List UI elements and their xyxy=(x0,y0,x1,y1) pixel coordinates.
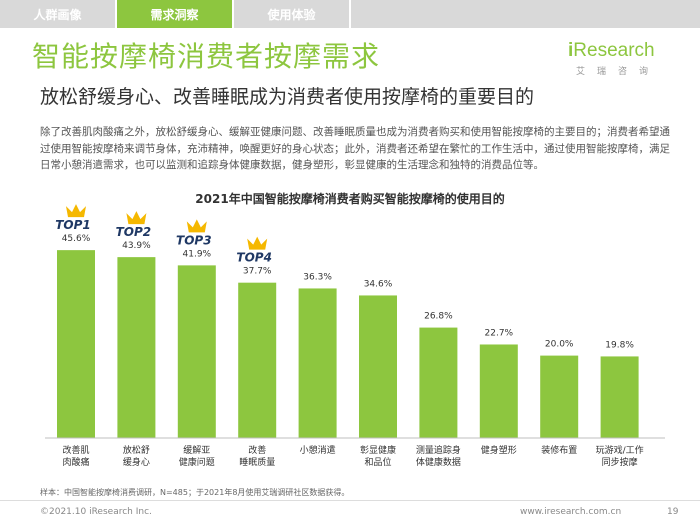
top-rank-label: TOP1 xyxy=(55,218,91,232)
value-label: 20.0% xyxy=(545,340,574,350)
page-title: 智能按摩椅消费者按摩需求 xyxy=(32,40,381,73)
value-label: 43.9% xyxy=(122,241,151,251)
website: www.iresearch.com.cn xyxy=(520,507,622,517)
logo-brand-rest: Research xyxy=(573,40,655,61)
top-rank-label: TOP2 xyxy=(116,225,152,239)
category-label: 彰显健康 xyxy=(360,444,396,456)
footer-divider xyxy=(0,500,700,501)
category-label: 健康问题 xyxy=(179,456,215,468)
category-label: 肉酸痛 xyxy=(62,456,89,468)
value-label: 36.3% xyxy=(303,272,332,282)
bar xyxy=(419,327,458,438)
value-label: 45.6% xyxy=(62,234,91,244)
bar xyxy=(298,288,337,438)
category-label: 测量追踪身 xyxy=(416,444,461,456)
chart-title: 2021年中国智能按摩椅消费者购买智能按摩椅的使用目的 xyxy=(195,192,505,206)
bar xyxy=(238,282,277,438)
category-label: 改善 xyxy=(248,444,266,456)
category-label: 玩游戏/工作 xyxy=(596,444,644,456)
crown-icon xyxy=(247,236,268,250)
logo-sub: 艾瑞咨询 xyxy=(576,67,661,77)
bar xyxy=(117,257,156,438)
tab-bar-filler xyxy=(351,0,700,28)
category-label: 改善肌 xyxy=(62,444,89,456)
category-label: 缓解亚 xyxy=(183,444,210,456)
bar xyxy=(600,356,639,438)
bar xyxy=(359,295,397,438)
category-label: 体健康数据 xyxy=(416,456,461,468)
value-label: 41.9% xyxy=(183,249,212,259)
crown-icon xyxy=(186,219,207,233)
value-label: 22.7% xyxy=(485,328,514,338)
top-tab-bar: 人群画像 需求洞察 使用体验 xyxy=(0,0,700,28)
page-number: 19 xyxy=(667,507,679,517)
value-label: 26.8% xyxy=(424,312,453,322)
value-label: 34.6% xyxy=(364,279,393,289)
tab-demand-insight[interactable]: 需求洞察 xyxy=(117,0,232,28)
bar xyxy=(479,344,518,438)
bar xyxy=(57,250,95,438)
category-label: 睡眠质量 xyxy=(239,456,275,468)
value-label: 37.7% xyxy=(243,267,272,277)
top-rank-label: TOP4 xyxy=(236,251,272,265)
category-label: 缓身心 xyxy=(123,456,150,468)
source-note: 样本：中国智能按摩椅消费调研，N=485；于2021年8月使用艾瑞调研社区数据获… xyxy=(40,488,350,497)
tab-user-experience[interactable]: 使用体验 xyxy=(234,0,349,28)
bar-chart: 45.6% 改善肌肉酸痛 TOP1 43.9% 放松舒缓身心 TOP2 41.9% 缓解亚健康… xyxy=(45,204,665,468)
category-label: 装修布置 xyxy=(541,444,577,456)
intro-paragraph: 除了改善肌肉酸痛之外，放松舒缓身心、缓解亚健康问题、改善睡眠质量也成为消费者购买… xyxy=(40,126,670,171)
bar xyxy=(540,355,579,438)
value-label: 19.8% xyxy=(605,340,634,350)
crown-icon xyxy=(126,211,147,225)
bar xyxy=(177,265,216,438)
crown-icon xyxy=(66,204,86,218)
logo-brand-i: i xyxy=(568,40,574,61)
copyright: ©2021.10 iResearch Inc. xyxy=(40,507,152,517)
category-label: 健身塑形 xyxy=(481,444,517,456)
page-subtitle: 放松舒缓身心、改善睡眠成为消费者使用按摩椅的重要目的 xyxy=(40,86,535,108)
category-label: 小憩消遣 xyxy=(300,444,336,456)
top-rank-label: TOP3 xyxy=(176,233,212,247)
tab-persona[interactable]: 人群画像 xyxy=(0,0,115,28)
category-label: 同步按摩 xyxy=(602,456,638,468)
category-label: 放松舒 xyxy=(123,444,150,456)
category-label: 和品位 xyxy=(364,456,391,468)
iresearch-logo: iResearch 艾瑞咨询 xyxy=(568,40,668,80)
